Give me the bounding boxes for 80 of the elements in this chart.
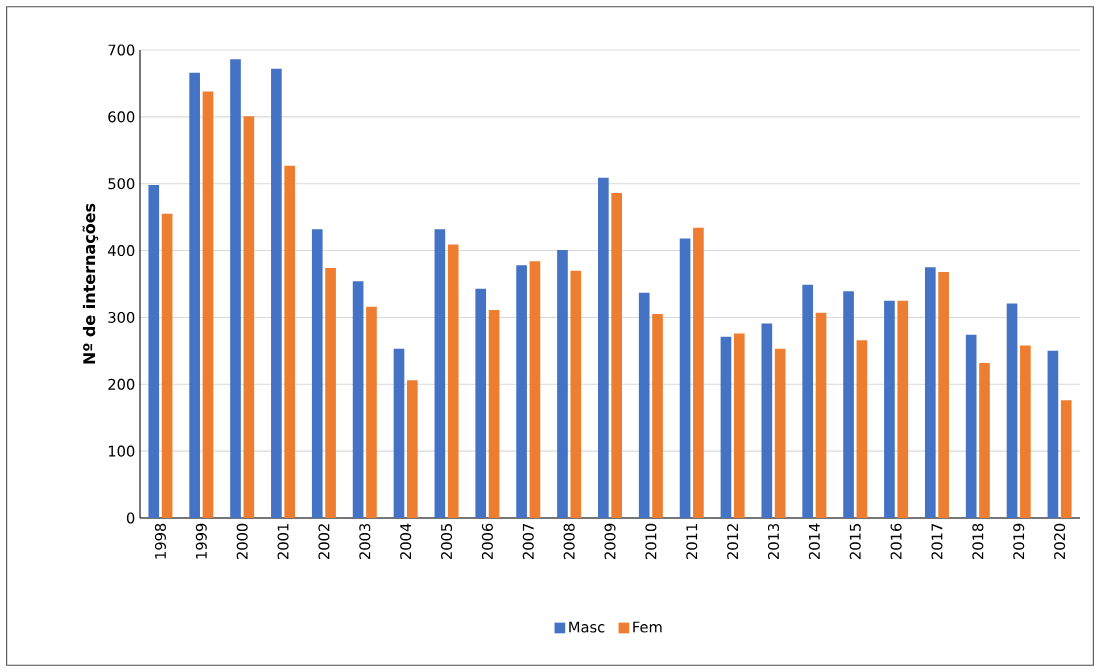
bar — [884, 300, 895, 518]
y-axis-title: Nº de internações — [82, 203, 99, 364]
bar — [761, 323, 773, 518]
bar — [475, 288, 487, 518]
y-tick-label: 400 — [108, 245, 135, 257]
bar — [189, 72, 200, 518]
bar — [406, 380, 418, 518]
x-tick-label: 2012 — [727, 524, 739, 559]
bar — [243, 116, 255, 518]
bar — [557, 249, 568, 518]
x-tick-label: 1999 — [195, 523, 207, 559]
bar — [1060, 400, 1072, 518]
legend-label: Masc — [569, 621, 605, 633]
x-tick-label: 2014 — [808, 523, 820, 559]
bar — [1020, 345, 1031, 518]
bar — [434, 229, 446, 518]
y-tick-label: 100 — [108, 445, 135, 457]
bar — [570, 270, 582, 518]
bar — [965, 334, 977, 518]
bar — [938, 271, 949, 518]
bar — [393, 348, 405, 518]
x-tick-label: 2001 — [277, 524, 289, 559]
x-tick-label: 2003 — [359, 523, 371, 559]
y-tick-label: 700 — [108, 44, 135, 56]
bar — [161, 213, 173, 518]
x-tick-label: 1998 — [154, 523, 166, 559]
bar — [352, 281, 364, 518]
bar — [271, 68, 282, 518]
bar — [148, 185, 160, 518]
x-tick-label: 2000 — [236, 523, 248, 559]
bar — [638, 292, 650, 518]
bar — [979, 362, 990, 518]
x-tick-label: 2008 — [563, 523, 575, 559]
y-tick-label: 600 — [108, 111, 135, 123]
x-tick-label: 2005 — [440, 524, 453, 559]
bar — [516, 265, 527, 518]
y-tick-label: 500 — [108, 178, 135, 190]
bar — [897, 300, 909, 518]
x-tick-label: 2004 — [400, 523, 412, 559]
bar — [843, 291, 854, 518]
bar — [815, 312, 827, 518]
legend-label: Fem — [633, 621, 662, 633]
bar — [366, 306, 377, 518]
x-tick-label: 2002 — [318, 524, 330, 559]
x-tick-label: 2017 — [931, 523, 943, 559]
x-tick-label: 2020 — [1054, 523, 1066, 559]
bar — [1006, 303, 1018, 518]
bar — [284, 165, 296, 518]
bar — [529, 261, 541, 518]
bar — [802, 284, 814, 518]
bar — [774, 348, 786, 518]
x-tick-label: 2019 — [1013, 523, 1025, 559]
y-tick-label: 300 — [108, 311, 135, 323]
bar — [202, 91, 214, 518]
bar — [598, 177, 609, 518]
bar — [611, 193, 622, 518]
y-tick-label: 200 — [108, 378, 135, 390]
y-tick-label: 0 — [126, 512, 135, 524]
bar — [720, 336, 732, 518]
x-tick-label: 2015 — [849, 524, 861, 559]
x-tick-label: 2011 — [686, 524, 698, 559]
bar — [679, 238, 691, 518]
x-tick-label: 2018 — [972, 523, 984, 559]
bar — [856, 340, 868, 518]
x-tick-label: 2006 — [481, 523, 493, 559]
x-tick-label: 2016 — [890, 523, 902, 559]
bar — [447, 244, 459, 518]
x-tick-label: 2007 — [522, 523, 534, 559]
x-tick-label: 2013 — [767, 523, 780, 559]
bar — [924, 267, 936, 518]
bar — [693, 227, 704, 518]
bar — [325, 267, 336, 518]
bar — [733, 333, 745, 518]
x-tick-label: 2009 — [604, 523, 616, 559]
bar — [230, 59, 241, 518]
bar — [1047, 350, 1059, 518]
bar — [311, 229, 323, 518]
bar — [652, 314, 663, 518]
bar — [488, 310, 500, 518]
x-tick-label: 2010 — [645, 523, 657, 559]
